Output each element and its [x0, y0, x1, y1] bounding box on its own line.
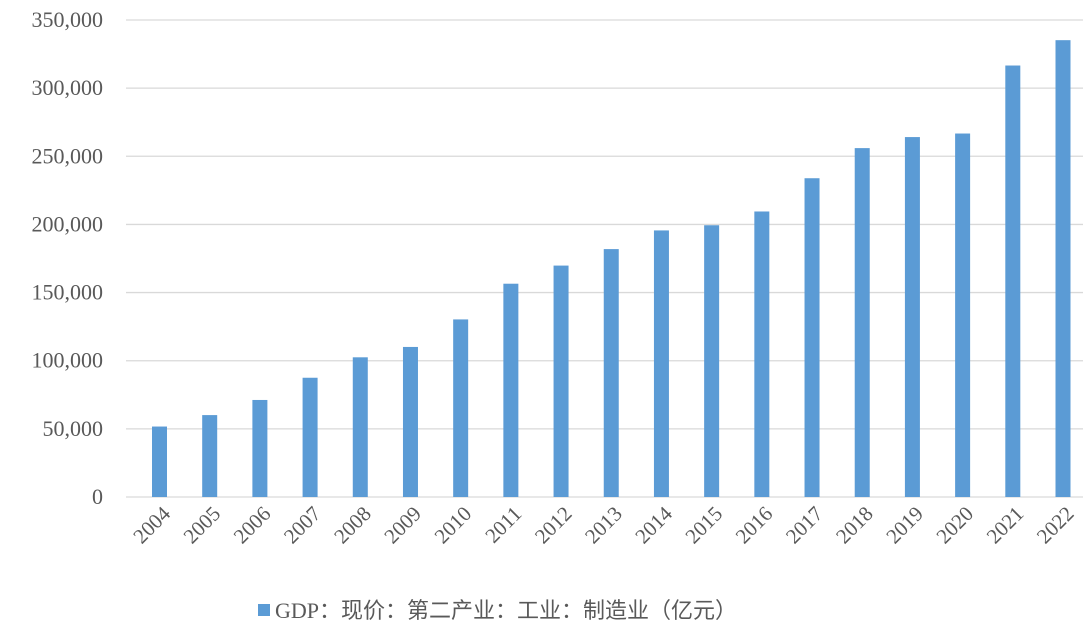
x-tick-label: 2009	[379, 502, 426, 549]
bar-2005	[202, 415, 218, 497]
x-tick-label: 2015	[681, 502, 728, 549]
x-tick-label: 2010	[430, 502, 477, 549]
bar-2014	[653, 230, 669, 497]
x-tick-label: 2008	[329, 502, 376, 549]
bar-2009	[402, 346, 418, 497]
y-tick-label: 300,000	[32, 75, 104, 100]
x-tick-label: 2006	[229, 502, 276, 549]
bar-2012	[553, 265, 569, 497]
x-tick-label: 2019	[881, 502, 928, 549]
legend: GDP：现价：第二产业：工业：制造业（亿元）	[258, 598, 737, 623]
bar-2011	[503, 283, 519, 497]
bar-2007	[302, 377, 318, 497]
bar-2021	[1005, 65, 1021, 497]
y-tick-label: 150,000	[32, 280, 104, 305]
x-tick-label: 2018	[831, 502, 878, 549]
bar-2019	[904, 137, 920, 497]
x-tick-label: 2007	[279, 502, 326, 549]
x-tick-label: 2017	[781, 502, 828, 549]
bar-2015	[704, 225, 720, 498]
bar-2008	[352, 357, 368, 497]
x-axis-ticks: 2004 2005 2006 2007 2008 2009 2010 2011 2012 2013…	[128, 501, 1078, 548]
y-tick-label: 200,000	[32, 211, 104, 236]
legend-label: GDP：现价：第二产业：工业：制造业（亿元）	[275, 598, 737, 623]
x-tick-label: 2016	[731, 502, 778, 549]
bar-2013	[603, 249, 619, 497]
bar-2017	[804, 178, 820, 497]
bar-2004	[152, 426, 167, 497]
y-tick-label: 50,000	[43, 416, 104, 441]
bar-2006	[252, 399, 268, 497]
x-tick-label: 2013	[580, 502, 627, 549]
x-tick-label: 2011	[480, 502, 526, 548]
x-tick-label: 2004	[128, 501, 175, 548]
bar-2020	[955, 133, 971, 497]
bar-2016	[754, 211, 770, 497]
x-tick-label: 2021	[982, 502, 1029, 549]
x-tick-label: 2005	[179, 502, 226, 549]
y-tick-label: 0	[92, 484, 103, 509]
x-tick-label: 2022	[1032, 502, 1079, 549]
bar-2018	[854, 148, 870, 497]
y-tick-label: 350,000	[32, 7, 104, 32]
x-tick-label: 2020	[931, 502, 978, 549]
bars	[152, 40, 1071, 498]
x-tick-label: 2014	[630, 501, 677, 548]
y-axis-ticks: 0 50,000 100,000 150,000 200,000 250,000 300,0…	[32, 7, 104, 509]
bar-2022	[1055, 40, 1071, 497]
legend-swatch	[258, 604, 270, 616]
bar-2010	[453, 319, 469, 497]
y-tick-label: 100,000	[32, 348, 104, 373]
y-tick-label: 250,000	[32, 143, 104, 168]
x-tick-label: 2012	[530, 502, 577, 549]
